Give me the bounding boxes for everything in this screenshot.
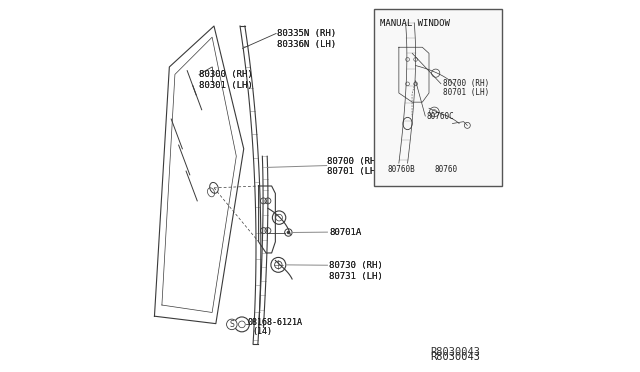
Text: 80760: 80760 bbox=[435, 165, 458, 174]
Text: 80701A: 80701A bbox=[330, 228, 362, 237]
Text: S: S bbox=[230, 320, 234, 329]
Circle shape bbox=[287, 231, 290, 234]
Text: 80701 (LH): 80701 (LH) bbox=[328, 167, 381, 176]
Text: 80336N (LH): 80336N (LH) bbox=[277, 40, 337, 49]
Text: 08168-6121A: 08168-6121A bbox=[248, 318, 303, 327]
Text: 80700 (RH): 80700 (RH) bbox=[328, 157, 381, 166]
Text: 80701 (LH): 80701 (LH) bbox=[328, 167, 381, 176]
Bar bbox=[374, 9, 502, 186]
Text: 80300 (RH): 80300 (RH) bbox=[199, 70, 253, 79]
Text: 80336N (LH): 80336N (LH) bbox=[277, 40, 337, 49]
Text: R8030043: R8030043 bbox=[430, 352, 480, 362]
Text: 80760B: 80760B bbox=[388, 165, 416, 174]
Text: 80700 (RH): 80700 (RH) bbox=[328, 157, 381, 166]
Text: 08168-6121A: 08168-6121A bbox=[248, 318, 303, 327]
Text: 80335N (RH): 80335N (RH) bbox=[277, 29, 337, 38]
Text: 80731 (LH): 80731 (LH) bbox=[330, 272, 383, 280]
Text: (14): (14) bbox=[252, 327, 272, 336]
Text: R8030043: R8030043 bbox=[430, 347, 480, 357]
Text: 80300 (RH): 80300 (RH) bbox=[199, 70, 253, 79]
Text: 80701 (LH): 80701 (LH) bbox=[443, 88, 489, 97]
Text: MANUAL WINDOW: MANUAL WINDOW bbox=[380, 19, 449, 28]
Text: 80731 (LH): 80731 (LH) bbox=[330, 272, 383, 280]
Text: 80301 (LH): 80301 (LH) bbox=[199, 81, 253, 90]
Text: (14): (14) bbox=[252, 327, 272, 336]
Text: 80335N (RH): 80335N (RH) bbox=[277, 29, 337, 38]
Text: 80730 (RH): 80730 (RH) bbox=[330, 262, 383, 270]
Text: 80701A: 80701A bbox=[330, 228, 362, 237]
Text: 80730 (RH): 80730 (RH) bbox=[330, 262, 383, 270]
Text: 80700 (RH): 80700 (RH) bbox=[443, 79, 489, 88]
Text: 80760C: 80760C bbox=[426, 112, 454, 121]
Text: 80301 (LH): 80301 (LH) bbox=[199, 81, 253, 90]
